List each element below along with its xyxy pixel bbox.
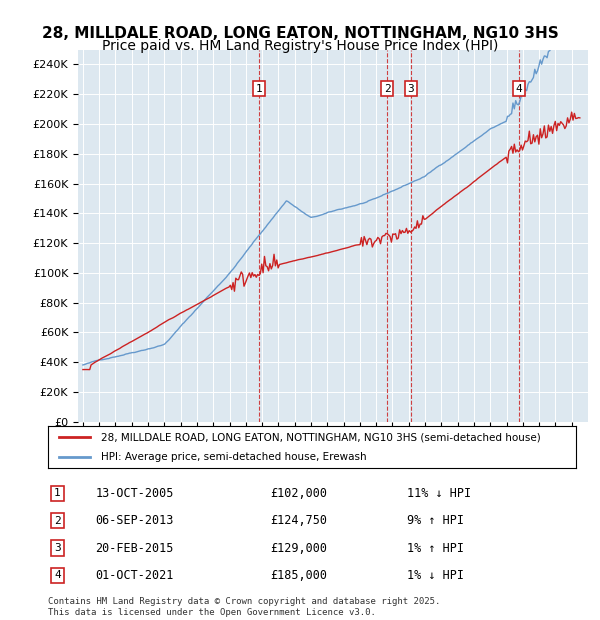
Text: 4: 4 bbox=[54, 570, 61, 580]
Text: 13-OCT-2005: 13-OCT-2005 bbox=[95, 487, 174, 500]
Text: 3: 3 bbox=[407, 84, 414, 94]
Text: 20-FEB-2015: 20-FEB-2015 bbox=[95, 541, 174, 554]
Text: HPI: Average price, semi-detached house, Erewash: HPI: Average price, semi-detached house,… bbox=[101, 452, 367, 462]
Text: 11% ↓ HPI: 11% ↓ HPI bbox=[407, 487, 471, 500]
Text: 3: 3 bbox=[54, 543, 61, 553]
Text: 28, MILLDALE ROAD, LONG EATON, NOTTINGHAM, NG10 3HS (semi-detached house): 28, MILLDALE ROAD, LONG EATON, NOTTINGHA… bbox=[101, 432, 541, 442]
Text: 2: 2 bbox=[54, 516, 61, 526]
Text: 1: 1 bbox=[256, 84, 262, 94]
Text: £129,000: £129,000 bbox=[270, 541, 327, 554]
Text: 1% ↑ HPI: 1% ↑ HPI bbox=[407, 541, 464, 554]
Text: £124,750: £124,750 bbox=[270, 514, 327, 527]
Text: 1: 1 bbox=[54, 489, 61, 498]
Text: 1% ↓ HPI: 1% ↓ HPI bbox=[407, 569, 464, 582]
Text: 06-SEP-2013: 06-SEP-2013 bbox=[95, 514, 174, 527]
Text: Price paid vs. HM Land Registry's House Price Index (HPI): Price paid vs. HM Land Registry's House … bbox=[102, 39, 498, 53]
Text: £185,000: £185,000 bbox=[270, 569, 327, 582]
Text: 2: 2 bbox=[384, 84, 391, 94]
Text: £102,000: £102,000 bbox=[270, 487, 327, 500]
Text: Contains HM Land Registry data © Crown copyright and database right 2025.
This d: Contains HM Land Registry data © Crown c… bbox=[48, 598, 440, 617]
Text: 4: 4 bbox=[515, 84, 522, 94]
Text: 28, MILLDALE ROAD, LONG EATON, NOTTINGHAM, NG10 3HS: 28, MILLDALE ROAD, LONG EATON, NOTTINGHA… bbox=[41, 26, 559, 41]
Text: 9% ↑ HPI: 9% ↑ HPI bbox=[407, 514, 464, 527]
Text: 01-OCT-2021: 01-OCT-2021 bbox=[95, 569, 174, 582]
